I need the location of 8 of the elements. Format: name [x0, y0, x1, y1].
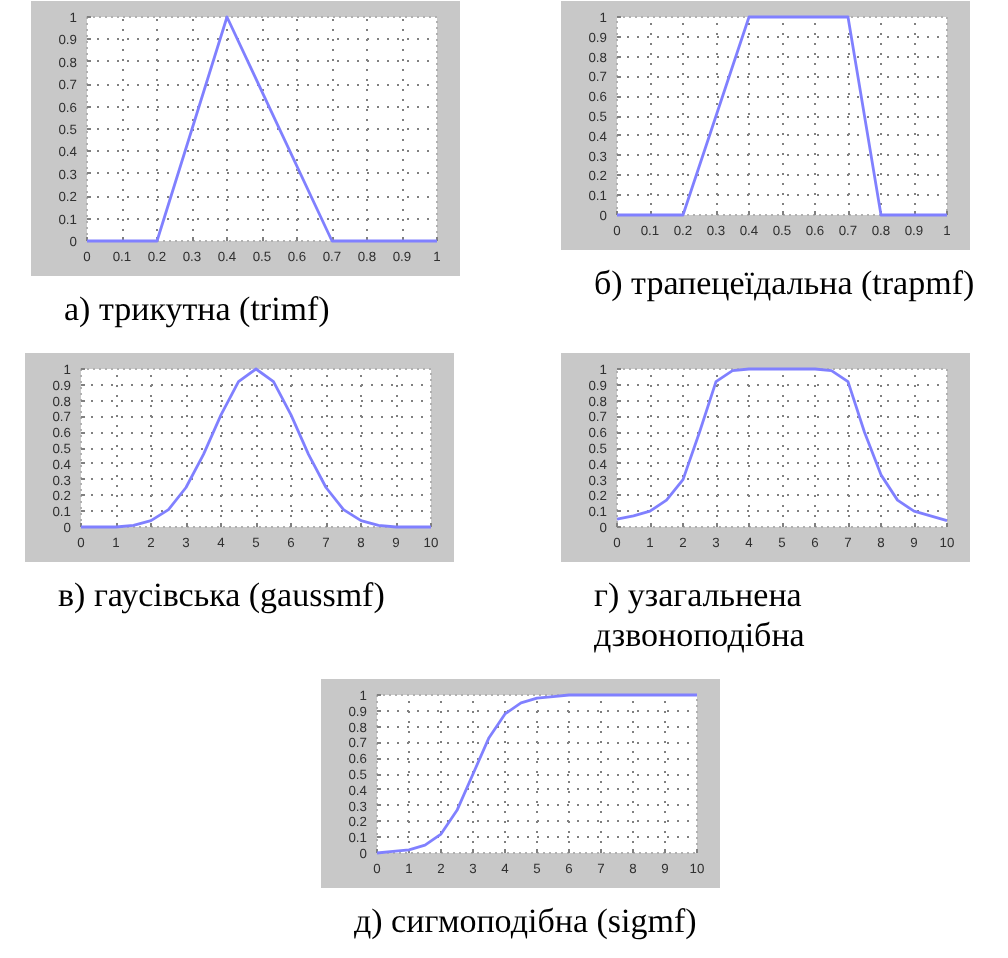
line-series: [79, 367, 433, 529]
text: а) трикутна (trimf): [64, 290, 330, 330]
line-series: [375, 693, 699, 855]
text: д) сигмоподібна (sigmf): [354, 902, 697, 942]
text: б) трапецеїдальна (trapmf): [594, 264, 975, 304]
text: в) гаусівська (gaussmf): [58, 576, 385, 616]
line-series: [615, 367, 949, 523]
text: г) узагальнена дзвоноподібна: [594, 576, 807, 656]
